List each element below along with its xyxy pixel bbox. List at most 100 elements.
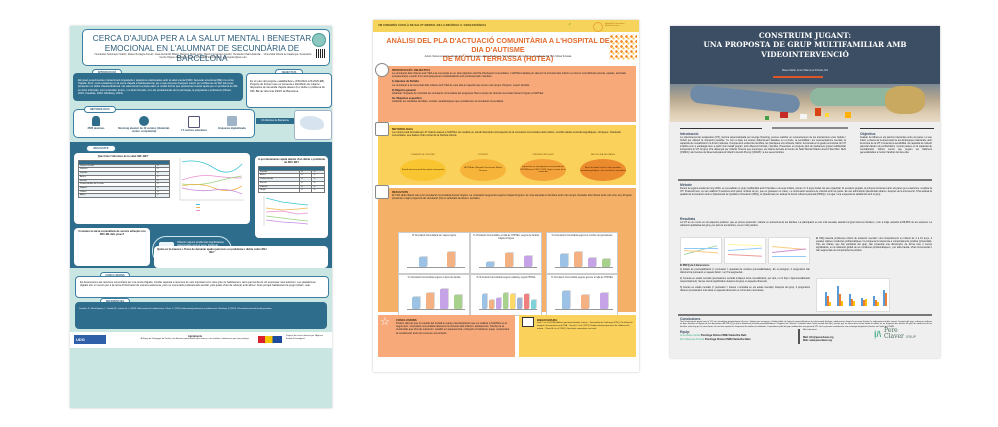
university-logo: UDG: [74, 335, 106, 344]
results-question: Què fonts t'informes de la salut SM i BE…: [97, 155, 149, 158]
objectives-text: Avaluar la millora en els patrons intera…: [860, 136, 932, 154]
title-line-2: DE MÚTUA TERRASSA (HDTEA): [442, 54, 554, 63]
hospital-logo-text: Hospital Universitari MútuaTerrassa: [605, 23, 625, 27]
member-name: Anna Mateu Mellar: [680, 334, 701, 337]
method-item-label: Enquesta digitalitzada: [218, 127, 246, 130]
star-icon: ☆: [380, 316, 390, 328]
references-section: Casañas, R., Mas-Expósito, L., Teixidó, …: [75, 302, 327, 329]
methodology-label: METODOLOGIA: [84, 106, 116, 113]
bar: [849, 294, 851, 306]
lego-house: [780, 112, 788, 118]
intro-text: Els joves experimenten creixentment inqu…: [78, 79, 238, 95]
results-section: RESULTATS Què fonts t'informes de la sal…: [70, 142, 332, 268]
chart-title: % Vinculació Comunitària segons gènere a…: [551, 277, 613, 279]
bar: [875, 300, 877, 306]
chart-bar: [517, 298, 522, 309]
chart-bar: [454, 294, 462, 309]
prfq-item: 1) Estats de premetallització (= puntuac…: [680, 268, 810, 274]
qr-code-icon: [316, 49, 325, 58]
member-role: Psicòloga Clínica CSMIJ Santa Boi-Rubí: [700, 334, 747, 337]
chart-bar: [426, 292, 434, 309]
conclusions-text: Es desconeixen els recursos comunitaris …: [80, 281, 316, 288]
chart-bar: [581, 294, 589, 309]
results-card-network: Coneixes la xarxa comunitària de serveis…: [74, 228, 150, 266]
intro-section: INTRODUCCIÓ I OBJECTIUS La vinculació de…: [375, 63, 636, 122]
results-question: Quina és la manera o l'hora de demanar a…: [157, 248, 267, 255]
chart-bar: [496, 297, 501, 309]
bar: [863, 300, 865, 306]
chart-bar: [510, 294, 515, 309]
vinculacio-bar-chart: % Vinculació Comunitària segons gènere a…: [546, 274, 618, 316]
divider: [678, 314, 932, 316]
chart-title: % Vinculació Comunitària, a l'alta de l'…: [473, 235, 539, 240]
document-icon: [375, 122, 389, 136]
chart-title: % Vinculació Comunitària segons el nombr…: [551, 235, 613, 237]
conclusions-text: Podem afirmar que el resultat del trebal…: [396, 322, 510, 335]
title-line-1: ANÀLISI DEL PLA D'ACTUACIÓ COMUNITÀRIA A…: [386, 36, 610, 54]
member-name: Rut Villanueva Portella: [680, 337, 705, 341]
lego-block: [845, 112, 851, 118]
bar: [873, 296, 875, 306]
mutua-logo-icon: ℭ: [569, 23, 571, 26]
results-label: Resultats: [680, 217, 696, 221]
chart-title: % Vinculació Comunitària segons edat/any…: [476, 277, 536, 279]
results-label: RESULTATS: [86, 145, 116, 152]
ack-text: A l'Equip de Pedagogia de l'Institut, al…: [140, 338, 250, 341]
acknowledgements: Agraïments A l'Equip de Pedagogia de l'I…: [140, 335, 250, 341]
shuffle-icon: [139, 116, 149, 126]
vinculacio-bar-chart: % Vinculació Comunitària segons edat/any…: [470, 274, 542, 316]
method-ellipse: Ingressats en el programa en el període …: [520, 159, 566, 181]
chart-axis: [479, 308, 537, 309]
results-card-how-to-ask: Quina és la manera o l'hora de demanar a…: [154, 246, 328, 268]
bar: [825, 292, 827, 306]
intro-section: Els joves experimenten creixentment inqu…: [73, 73, 243, 101]
methodology-label: METODOLOGIA: [392, 127, 414, 131]
conclusions-section: Es desconeixen els recursos comunitaris …: [75, 276, 329, 298]
results-card-who-to-ask: A qui demanaries ajuda davant d'un dubte…: [255, 156, 328, 238]
results-section: RESULTATS El 74% dels infants van tenir …: [375, 185, 636, 316]
intro-text: La vinculació dels infants amb TEA a la …: [392, 72, 626, 79]
method-label: Mètode: [680, 183, 692, 187]
prfq-chart-2: [724, 237, 766, 264]
map-land-shape: [300, 116, 324, 130]
team-member: Rut Villanueva Portella Psicòloga Clínic…: [680, 338, 795, 341]
lego-block: [825, 113, 829, 117]
chart-line: [727, 244, 762, 246]
laptop-icon: [227, 116, 237, 126]
objectives-text: En el marc del projecte «HabilitaTeen» (…: [250, 80, 325, 93]
chart-bar: [486, 261, 495, 267]
bibliography-section: BIBLIOGRAFIA Lord C. et al. (2018). Auti…: [519, 315, 636, 357]
chart-bar: [412, 296, 420, 309]
results-text: El 74% dels infants van tenir vinculació…: [392, 194, 632, 201]
team-member: Anna Mateu Mellar Psicòloga Clínica CSMI…: [680, 334, 795, 337]
lego-block: [800, 114, 807, 119]
method-box-header: CONTEXT: [477, 154, 489, 156]
bar: [853, 301, 855, 306]
method-box-header: RECOLLIDA DE DADES: [590, 154, 616, 156]
bar: [865, 299, 867, 306]
specific-objectives-label: 3a. Objectius específics:: [392, 97, 423, 101]
funding-text: Projecte de recerca finançat per l'Agènc…: [286, 335, 323, 341]
general-objective-text: Analitzar l'impacte de l'activitat de vi…: [392, 92, 544, 96]
prfq-item: 3) Interès en estats mentals (= puntuaci…: [680, 286, 810, 292]
method-item: Enquesta digitalitzada: [212, 116, 252, 130]
bar: [827, 296, 829, 306]
conclusions-text: Tant la intervenció grupal com la VIT, s…: [680, 321, 932, 328]
methodology-section: METODOLOGIA La mostra està formada per 4…: [375, 122, 636, 185]
chart-line: [727, 254, 762, 257]
title-line-2: UNA PROPOSTA DE GRUP MULTIFAMILIAR AMB: [703, 40, 907, 50]
method-box-header: CRITERIS INCLUSIÓ: [532, 154, 554, 156]
poster-construim-jugant: CONSTRUIM JUGANT: UNA PROPOSTA DE GRUP M…: [670, 26, 940, 358]
school-icon: [188, 116, 200, 128]
bibliography-label: BIBLIOGRAFIA: [537, 318, 558, 322]
logo-text-1: Pere: [884, 327, 898, 334]
poster-title: CONSTRUIM JUGANT: UNA PROPOSTA DE GRUP M…: [670, 31, 940, 59]
logo-text-2: Claver: [884, 333, 904, 340]
authors: Hernández Sotomayor Galdó¹, Rebecchi Ale…: [94, 53, 312, 59]
trend-line-chart: [179, 158, 244, 211]
title-line-2: EMOCIONAL EN L'ALUMNAT DE SECUNDÀRIA DE …: [104, 43, 300, 63]
divider: [860, 128, 934, 129]
hypothesis-label: 1) Hipòtesi de Partida:: [392, 80, 420, 84]
method-ellipse: Base de dades ad hoc amb variables socio…: [580, 159, 626, 181]
poster-footer: UDG Agraïments A l'Equip de Pedagogia de…: [70, 332, 332, 348]
